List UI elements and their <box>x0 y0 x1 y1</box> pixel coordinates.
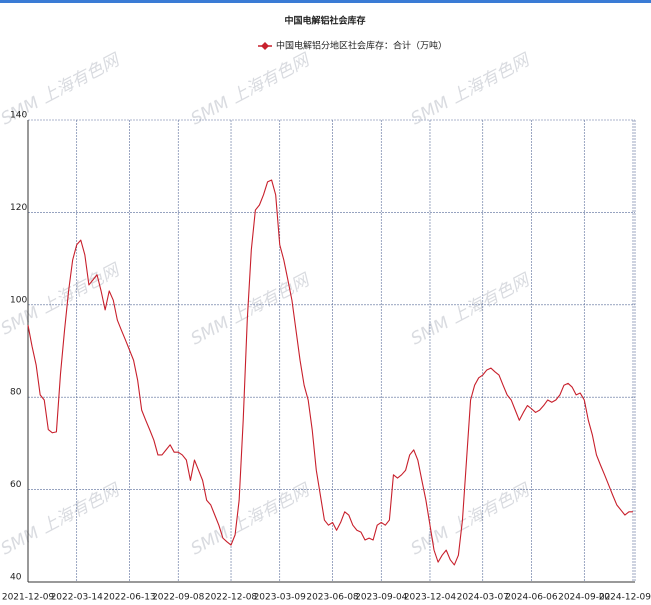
watermark: SMM 上海有色网 <box>0 480 124 560</box>
y-tick-label: 80 <box>10 388 22 398</box>
x-tick-label: 2024-09-02 <box>558 593 610 603</box>
x-tick-label: 2024-06-06 <box>505 593 558 603</box>
y-tick-label: 120 <box>10 203 27 213</box>
x-tick-label: 2023-12-04 <box>404 593 457 603</box>
watermark: SMM 上海有色网 <box>408 480 534 560</box>
x-tick-label: 2024-03-07 <box>457 593 509 603</box>
y-tick-label: 140 <box>10 111 27 121</box>
watermark: SMM 上海有色网 <box>188 480 314 560</box>
x-tick-label: 2022-03-14 <box>51 593 104 603</box>
x-tick-label: 2023-09-04 <box>355 593 408 603</box>
top-bar <box>0 0 651 3</box>
x-tick-label: 2022-12-08 <box>205 593 258 603</box>
x-tick-label: 2022-09-08 <box>152 593 205 603</box>
legend-label: 中国电解铝分地区社会库存：合计（万吨） <box>276 40 447 52</box>
y-tick-label: 100 <box>10 295 27 305</box>
x-tick-label: 2024-12-09 <box>599 593 651 603</box>
x-tick-label: 2023-03-09 <box>254 593 307 603</box>
watermark: SMM 上海有色网 <box>188 270 314 350</box>
legend-marker <box>261 42 269 50</box>
x-tick-label: 2022-06-13 <box>103 593 155 603</box>
chart-title: 中国电解铝社会库存 <box>284 15 365 27</box>
series-line <box>27 179 633 566</box>
watermark: SMM 上海有色网 <box>188 50 314 130</box>
y-tick-label: 40 <box>10 573 22 583</box>
x-tick-label: 2021-12-09 <box>2 593 55 603</box>
watermark: SMM 上海有色网 <box>408 50 534 130</box>
y-tick-label: 60 <box>10 480 22 490</box>
x-tick-label: 2023-06-08 <box>306 593 359 603</box>
watermark: SMM 上海有色网 <box>408 270 534 350</box>
